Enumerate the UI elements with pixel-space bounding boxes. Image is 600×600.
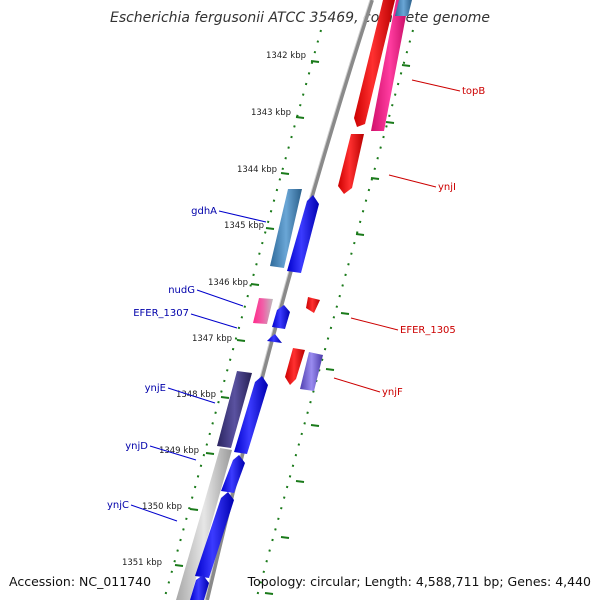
tick-marks	[174, 60, 320, 567]
map-title: Escherichia fergusonii ATCC 35469, compl…	[110, 10, 490, 26]
tick-mark	[236, 339, 246, 342]
background-gene-band	[176, 448, 232, 600]
tick-mark	[280, 536, 290, 539]
tick-label: 1349 kbp	[159, 446, 199, 456]
tick-label: 1346 kbp	[208, 278, 248, 288]
leader-line	[333, 377, 381, 393]
leader-line	[350, 317, 399, 331]
gene-feature[interactable]	[272, 305, 290, 329]
gene-label-ynjF[interactable]: ynjF	[382, 387, 403, 398]
gene-feature[interactable]	[285, 348, 305, 385]
gene-label-ynjI[interactable]: ynjI	[438, 182, 456, 193]
tick-mark	[250, 283, 260, 286]
tick-mark	[265, 227, 275, 230]
leader-line	[167, 387, 216, 404]
leader-line	[190, 313, 238, 329]
leader-line	[196, 289, 244, 307]
gene-feature[interactable]	[270, 189, 302, 268]
tick-label: 1350 kbp	[142, 502, 182, 512]
gene-feature[interactable]	[338, 134, 364, 194]
gene-feature[interactable]	[195, 492, 234, 578]
gene-feature[interactable]	[253, 298, 273, 324]
leader-line	[218, 210, 267, 223]
genome-backbone	[205, 0, 374, 600]
tick-mark	[205, 452, 215, 455]
gene-label-ynjC[interactable]: ynjC	[107, 500, 129, 511]
gene-feature[interactable]	[306, 297, 320, 313]
gene-label-topB[interactable]: topB	[462, 86, 485, 97]
tick-mark	[220, 396, 230, 399]
tick-label: 1351 kbp	[122, 558, 162, 568]
gene-feature[interactable]	[267, 334, 282, 343]
gene-label-EFER_1307[interactable]: EFER_1307	[133, 308, 189, 319]
gene-feature[interactable]	[354, 0, 395, 127]
leader-line	[149, 445, 197, 461]
gene-feature[interactable]	[287, 195, 319, 273]
tick-label: 1342 kbp	[266, 51, 306, 61]
reverse-leader-lines	[333, 79, 461, 393]
tick-label: 1345 kbp	[224, 221, 264, 231]
tick-mark	[355, 233, 365, 236]
gene-label-ynjE[interactable]: ynjE	[145, 383, 166, 394]
tick-mark	[310, 424, 320, 427]
tick-mark	[264, 592, 274, 595]
tick-mark	[401, 64, 411, 67]
gene-feature[interactable]	[217, 371, 252, 448]
tick-mark	[295, 116, 305, 119]
tick-mark	[280, 172, 290, 175]
tick-mark	[340, 312, 350, 315]
tick-mark	[189, 508, 199, 511]
forward-leader-lines	[130, 210, 267, 522]
gene-feature[interactable]	[221, 455, 245, 493]
leader-line	[388, 174, 437, 188]
tick-label: 1348 kbp	[176, 390, 216, 400]
gene-label-gdhA[interactable]: gdhA	[191, 206, 217, 217]
topology-text: Topology: circular; Length: 4,588,711 bp…	[247, 574, 591, 589]
tick-mark	[295, 480, 305, 483]
tick-mark	[310, 60, 320, 63]
gene-feature[interactable]	[395, 0, 412, 16]
tick-label: 1344 kbp	[237, 165, 277, 175]
gene-feature[interactable]	[190, 575, 209, 600]
accession-text: Accession: NC_011740	[9, 574, 151, 589]
gene-label-EFER_1305[interactable]: EFER_1305	[400, 325, 456, 336]
gene-feature[interactable]	[234, 376, 268, 454]
tick-mark	[370, 177, 380, 180]
gene-label-nudG[interactable]: nudG	[168, 285, 195, 296]
tick-mark	[385, 121, 395, 124]
leader-line	[411, 79, 461, 92]
outer-tick-marks	[264, 64, 411, 595]
tick-mark	[325, 368, 335, 371]
tick-label: 1347 kbp	[192, 334, 232, 344]
tick-mark	[174, 564, 184, 567]
gene-label-ynjD[interactable]: ynjD	[125, 441, 148, 452]
tick-label: 1343 kbp	[251, 108, 291, 118]
leader-line	[130, 504, 178, 522]
gene-feature[interactable]	[371, 0, 409, 131]
gene-feature[interactable]	[300, 352, 323, 391]
